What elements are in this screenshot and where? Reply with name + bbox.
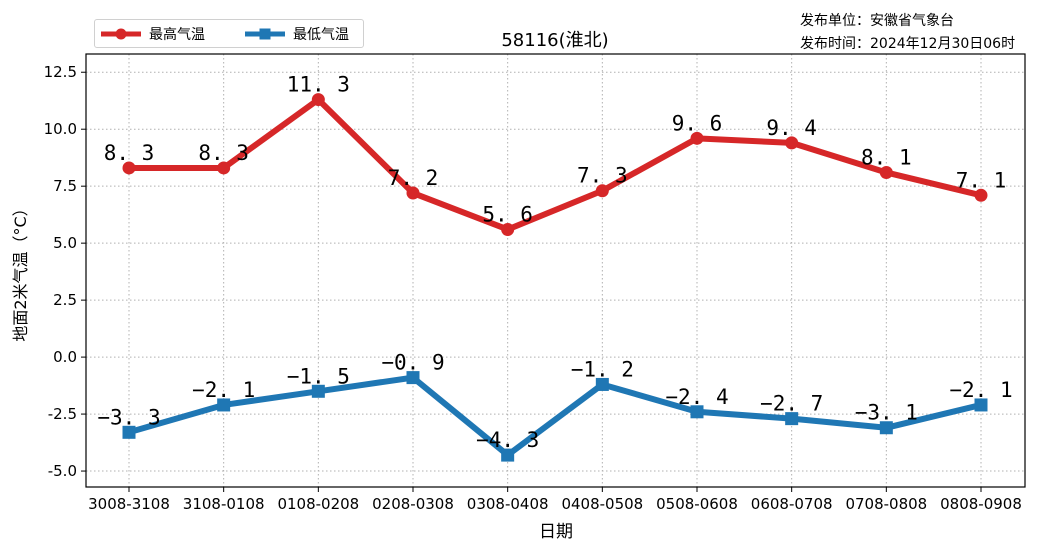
data-point-marker bbox=[501, 222, 515, 236]
x-tick-label: 0508-0608 bbox=[656, 495, 738, 513]
legend-max-line-icon bbox=[101, 28, 141, 39]
x-tick-label: 0308-0408 bbox=[467, 495, 549, 513]
data-point-marker bbox=[406, 186, 420, 200]
plot-frame bbox=[85, 53, 1026, 488]
legend-item-max: 最高气温 bbox=[99, 20, 205, 47]
legend-min-line-icon bbox=[245, 28, 285, 39]
chart-title-text: 58116(淮北) bbox=[501, 30, 609, 51]
y-axis-label: 地面2米气温（°C） bbox=[11, 200, 30, 341]
data-value-label: 7. 1 bbox=[956, 168, 1007, 192]
series-line-max bbox=[129, 96, 982, 233]
publish-time: 发布时间：2024年12月30日06时 bbox=[800, 36, 1016, 52]
y-tick-label: -2.5 bbox=[48, 405, 77, 423]
publisher-unit: 发布单位：安徽省气象台 bbox=[800, 13, 954, 29]
data-value-label: −3. 1 bbox=[855, 401, 918, 425]
x-axis-label: 日期 bbox=[539, 522, 573, 542]
y-tick-label: -5.0 bbox=[48, 462, 77, 480]
legend: 最高气温 最低气温 bbox=[94, 19, 364, 48]
data-value-label: −1. 5 bbox=[287, 364, 350, 388]
data-value-label: 8. 3 bbox=[104, 141, 155, 165]
series-layer bbox=[122, 93, 988, 462]
data-value-label: −2. 7 bbox=[760, 392, 823, 416]
data-value-label: 7. 2 bbox=[388, 166, 439, 190]
data-value-label: 11. 3 bbox=[287, 73, 350, 97]
data-point-marker bbox=[311, 93, 325, 107]
data-value-label: 5. 6 bbox=[482, 202, 533, 226]
x-tick-label: 0608-0708 bbox=[751, 495, 833, 513]
data-value-label: −2. 4 bbox=[665, 385, 728, 409]
legend-label-max: 最高气温 bbox=[149, 26, 205, 43]
data-point-marker bbox=[785, 412, 799, 426]
x-axis: 3008-3108 3108-0108 0108-0208 0208-0308 0308… bbox=[88, 487, 1022, 513]
data-point-marker bbox=[217, 398, 231, 412]
x-tick-label: 0708-0808 bbox=[845, 495, 927, 513]
x-tick-label: 0108-0208 bbox=[277, 495, 359, 513]
data-point-marker bbox=[595, 377, 609, 391]
data-point-marker bbox=[974, 188, 988, 202]
data-point-marker bbox=[690, 131, 704, 145]
data-value-label: 8. 1 bbox=[861, 146, 912, 170]
y-axis: -5.0 -2.5 0.0 2.5 5.0 7.5 10.0 12.5 bbox=[44, 63, 86, 480]
x-tick-label: 3008-3108 bbox=[88, 495, 170, 513]
x-tick-label: 0208-0308 bbox=[372, 495, 454, 513]
data-point-marker bbox=[501, 448, 515, 462]
data-point-marker bbox=[217, 161, 231, 175]
grid-lines bbox=[86, 54, 1025, 487]
data-value-label: 7. 3 bbox=[577, 164, 628, 188]
y-tick-label: 0.0 bbox=[53, 348, 77, 366]
data-point-marker bbox=[311, 384, 325, 398]
data-point-marker bbox=[122, 425, 136, 439]
data-point-marker bbox=[595, 184, 609, 198]
x-tick-label: 0408-0508 bbox=[561, 495, 643, 513]
data-value-label: −0. 9 bbox=[381, 351, 444, 375]
data-value-label: −3. 3 bbox=[97, 405, 160, 429]
series-line-min bbox=[128, 374, 982, 459]
y-tick-label: 10.0 bbox=[44, 120, 77, 138]
data-value-label: −1. 2 bbox=[571, 357, 634, 381]
data-point-marker bbox=[879, 421, 893, 435]
x-tick-label: 3108-0108 bbox=[183, 495, 265, 513]
y-tick-label: 12.5 bbox=[44, 63, 77, 81]
data-point-marker bbox=[122, 161, 136, 175]
data-value-label: −2. 1 bbox=[949, 378, 1012, 402]
data-point-marker bbox=[406, 371, 420, 385]
y-tick-label: 5.0 bbox=[53, 234, 77, 252]
data-value-label: 9. 4 bbox=[766, 116, 817, 140]
y-tick-label: 2.5 bbox=[53, 291, 77, 309]
data-value-label: 9. 6 bbox=[672, 111, 723, 135]
x-tick-label: 0808-0908 bbox=[940, 495, 1022, 513]
data-value-label: −2. 1 bbox=[192, 378, 255, 402]
data-value-label: −4. 3 bbox=[476, 428, 539, 452]
legend-item-min: 最低气温 bbox=[243, 20, 349, 47]
data-point-marker bbox=[879, 166, 893, 180]
data-point-marker bbox=[974, 398, 988, 412]
legend-label-min: 最低气温 bbox=[293, 26, 349, 43]
data-point-marker bbox=[690, 405, 704, 419]
data-value-label: 8. 3 bbox=[198, 141, 249, 165]
y-tick-label: 7.5 bbox=[53, 177, 77, 195]
data-labels: 8. 3 8. 3 11. 3 7. 2 5. 6 7. 3 9. 6 9. 4 8. 1 7. … bbox=[97, 73, 1012, 453]
data-point-marker bbox=[785, 136, 799, 150]
chart-title: 58116(淮北) bbox=[0, 26, 1039, 52]
